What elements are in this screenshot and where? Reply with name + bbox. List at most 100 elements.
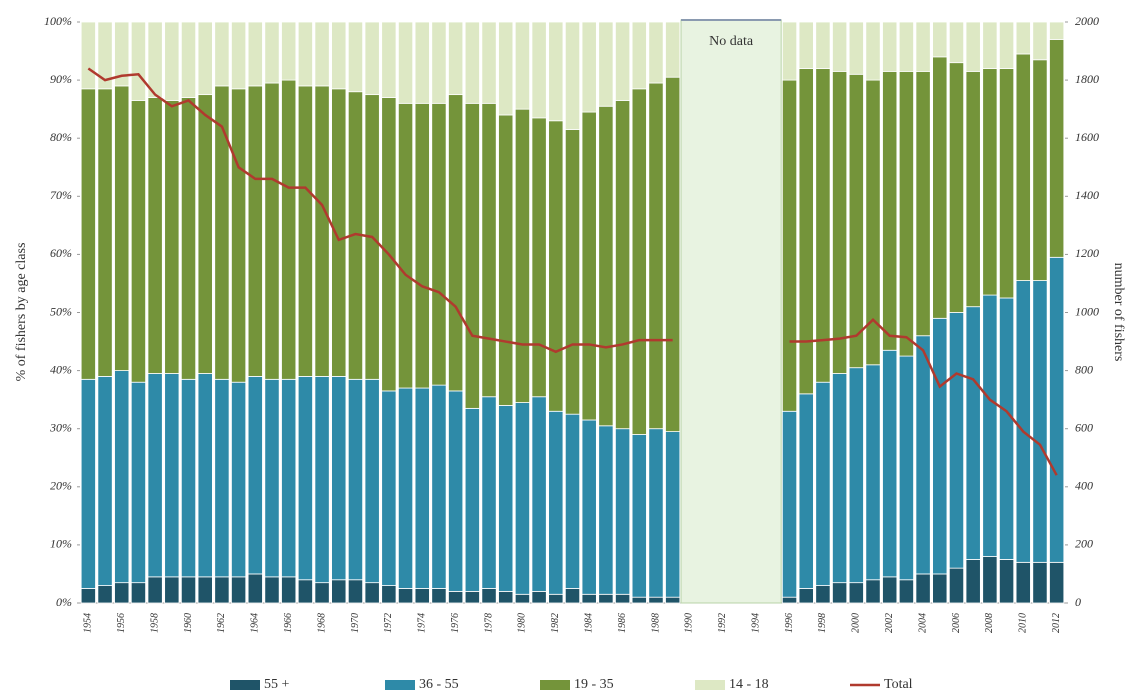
bar-segment [1032,280,1048,563]
bar-segment [998,68,1015,299]
bar-segment [297,579,313,604]
x-tick-label: 1976 [450,613,461,633]
bar-segment [581,419,597,595]
bar-segment [231,88,247,383]
bar-segment [948,567,965,604]
bar-segment [514,21,530,110]
bar-segment [214,21,230,87]
bar-segment [164,21,180,101]
bar-segment [882,70,898,351]
bar-segment [197,373,213,578]
bar-segment [481,102,497,398]
bar-segment [314,85,330,377]
bar-segment [347,378,364,581]
bar-segment [648,82,664,430]
bar-segment [347,21,364,93]
y-tick-label: 80% [50,130,72,144]
bar-segment [631,88,647,435]
bar-segment [865,579,881,604]
bar-segment [598,593,614,604]
total-line [87,67,673,354]
x-tick-label: 1962 [216,613,227,633]
bar-segment [247,573,263,604]
bar-segment [781,21,798,81]
y2-tick-label: 1200 [1075,246,1099,260]
bar-segment [898,21,914,72]
bar-segment [915,335,931,575]
y2-tick-label: 400 [1075,479,1093,493]
bar-segment [548,120,564,412]
bar-segment [564,413,581,589]
bar-segment [548,593,564,604]
bar-segment [164,100,180,374]
bar-segment [364,582,380,604]
y-tick-label: 10% [50,537,72,551]
bar-segment [932,21,948,58]
bar-segment [631,434,647,598]
bar-segment [531,590,547,604]
x-tick-label: 1994 [750,613,761,633]
bar-segment [397,102,414,389]
y2-tick-label: 200 [1075,537,1093,551]
bar-segment [80,88,96,380]
bar-segment [114,370,130,584]
bar-segment [832,373,848,584]
bar-segment [180,97,197,380]
bar-segment [848,582,864,604]
bar-segment [665,596,681,604]
bar-segment [798,588,814,604]
x-tick-label: 1968 [316,613,327,633]
bar-segment [397,588,414,604]
bar-segment [97,21,113,90]
annotation: No data [709,34,754,49]
bar-segment [114,582,130,604]
bar-segment [464,102,480,409]
bar-segment [397,21,414,104]
bar-segment [948,312,965,569]
bar-segment [381,97,397,392]
x-tick-label: 2002 [884,613,895,633]
y2-tick-label: 800 [1075,362,1093,376]
bar-segment [431,21,447,104]
bar-segment [1015,21,1031,55]
bar-segment [364,21,380,96]
bar-segment [598,21,614,107]
bar-segment [498,590,514,604]
y2-tick-label: 1800 [1075,72,1099,86]
y-tick-label: 20% [50,479,72,493]
bar-segment [448,94,464,392]
bar-segment [848,367,864,584]
bar-segment [815,21,831,69]
legend-swatch [230,680,260,690]
bar-segment [615,100,631,430]
bar-segment [180,576,197,604]
total-line [789,318,1058,476]
bar-segment [197,576,213,604]
bar-segment [581,593,597,604]
bar-segment [615,428,631,595]
bar-segment [798,21,814,69]
bar-segment [448,21,464,96]
bar-segment [965,21,981,72]
bar-segment [331,88,347,377]
bar-segment [581,21,597,113]
bar-segment [898,355,914,581]
bar-segment [414,588,430,604]
bar-segment [331,21,347,90]
bar-segment [882,576,898,604]
bar-segment [648,428,664,598]
bar-segment [297,376,313,581]
bar-segment [982,21,998,69]
bar-segment [514,108,530,403]
bar-segment [815,585,831,604]
bar-segment [481,396,497,589]
bar-segment [798,68,814,395]
bar-segment [1049,39,1065,258]
bar-segment [548,21,564,122]
bar-segment [781,596,798,604]
bar-segment [665,431,681,598]
bar-segment [832,582,848,604]
bar-segment [581,111,597,421]
